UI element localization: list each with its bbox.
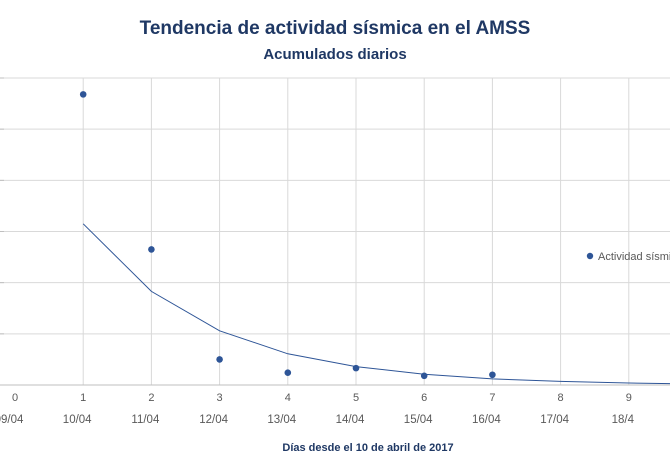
data-point [489,371,496,379]
x-tick-label: 3 [217,392,223,404]
date-label: 18/4 [612,414,635,426]
x-tick-label: 7 [489,392,495,404]
legend: Actividad sísmica [586,251,670,263]
date-label: 17/04 [540,414,569,426]
date-label: 16/04 [472,414,501,426]
chart-subtitle: Acumulados diarios [263,46,406,63]
date-label: 11/04 [131,414,160,426]
legend-label: Actividad sísmica [598,251,670,263]
x-tick-label: 2 [148,392,154,404]
data-point [79,91,87,98]
data-point [420,372,428,380]
x-tick-label: 5 [353,392,359,404]
trendline-path [82,223,670,385]
x-tick-label: 9 [626,392,632,404]
x-tick-label: 0 [12,392,18,404]
data-points [79,91,496,380]
legend-marker [586,252,594,260]
x-tick-label: 1 [80,392,86,404]
date-label: 10/04 [63,414,92,426]
data-point [284,369,292,377]
tick-labels: 01234567891009/0410/0411/0412/0413/0414/… [0,392,635,426]
data-point [148,246,155,253]
date-label: 09/04 [0,414,24,426]
x-axis-title: Días desde el 10 de abril de 2017 [282,442,453,454]
date-label: 13/04 [267,414,296,426]
x-tick-label: 4 [285,392,291,404]
data-point [216,356,223,363]
axes [0,77,670,386]
x-tick-label: 8 [558,392,564,404]
date-label: 15/04 [404,414,433,426]
trendline [82,223,670,385]
data-point [352,364,360,372]
chart-title: Tendencia de actividad sísmica en el AMS… [140,18,531,39]
date-label: 12/04 [199,414,228,426]
x-tick-label: 6 [421,392,427,404]
grid [0,77,670,385]
date-label: 14/04 [336,414,365,426]
